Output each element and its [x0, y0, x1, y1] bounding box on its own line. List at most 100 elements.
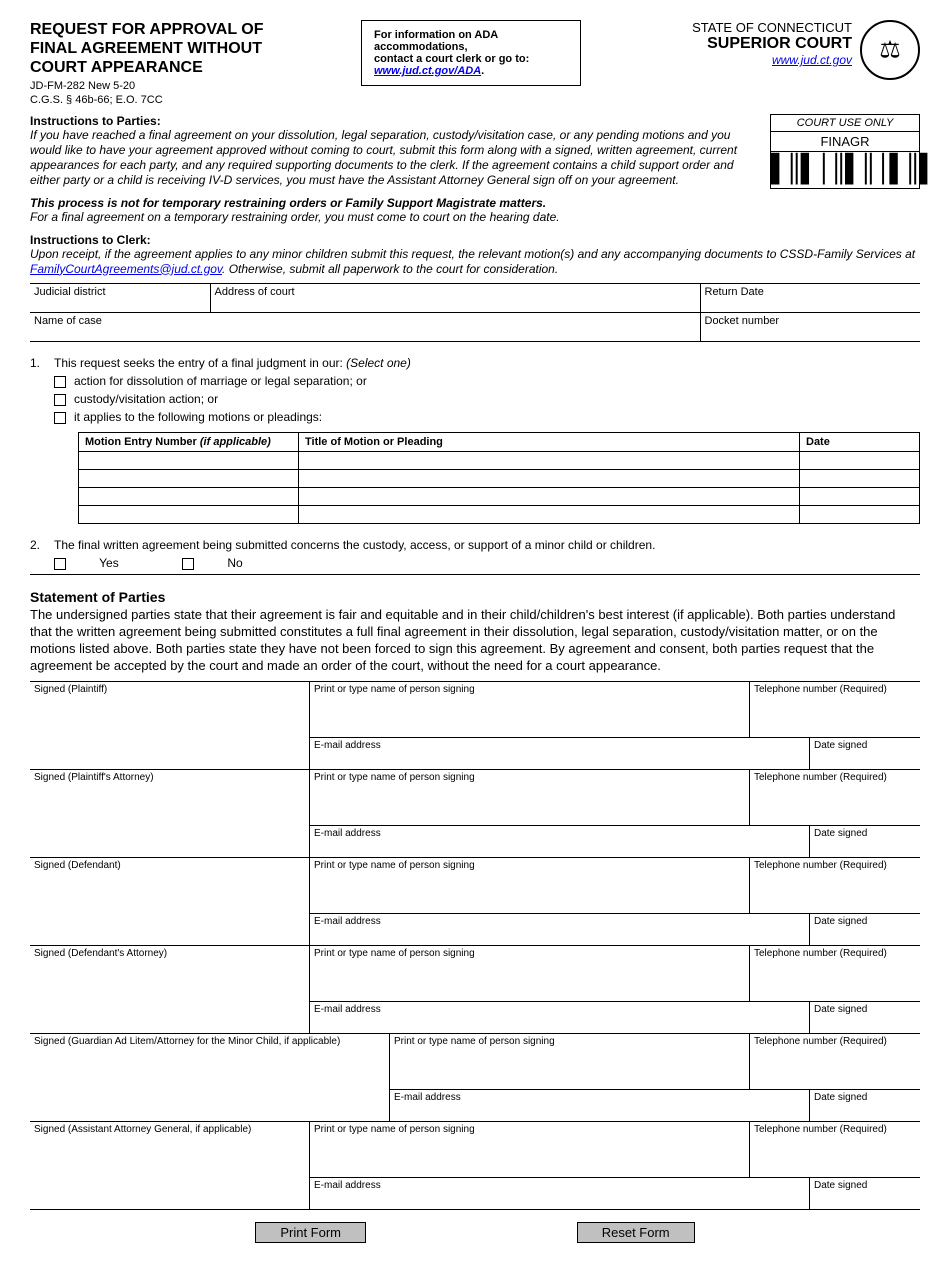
sig-block-gal: Signed (Guardian Ad Litem/Attorney for t… — [30, 1034, 920, 1122]
court-use-header: COURT USE ONLY — [771, 115, 919, 132]
opt-dissolution: action for dissolution of marriage or le… — [74, 374, 367, 388]
field-return-date[interactable]: Return Date — [700, 283, 920, 312]
field-email[interactable]: E-mail address — [310, 1177, 810, 1209]
motion-hdr-entry: Motion Entry Number — [85, 436, 200, 448]
field-date-signed[interactable]: Date signed — [810, 1089, 920, 1121]
court-use-code: FINAGR — [771, 132, 919, 152]
court-seal-icon — [860, 20, 920, 80]
field-date-signed[interactable]: Date signed — [810, 1177, 920, 1209]
motion-cell[interactable] — [800, 451, 920, 469]
field-email[interactable]: E-mail address — [310, 913, 810, 945]
motion-cell[interactable] — [79, 487, 299, 505]
motion-cell[interactable] — [299, 505, 800, 523]
field-signed-defendant[interactable]: Signed (Defendant) — [30, 858, 310, 913]
case-info-table: Judicial district Address of court Retur… — [30, 283, 920, 342]
header: REQUEST FOR APPROVAL OF FINAL AGREEMENT … — [30, 20, 920, 106]
ada-notice: For information on ADA accommodations, c… — [361, 20, 581, 86]
motion-cell[interactable] — [79, 505, 299, 523]
field-print-name[interactable]: Print or type name of person signing — [310, 1122, 750, 1177]
field-email[interactable]: E-mail address — [390, 1089, 810, 1121]
label-yes: Yes — [99, 556, 119, 570]
q2-number: 2. — [30, 538, 54, 552]
field-judicial-district[interactable]: Judicial district — [30, 283, 210, 312]
field-telephone[interactable]: Telephone number (Required) — [750, 1034, 920, 1089]
motion-cell[interactable] — [79, 469, 299, 487]
field-telephone[interactable]: Telephone number (Required) — [750, 770, 920, 825]
court-name: SUPERIOR COURT — [612, 35, 852, 53]
field-telephone[interactable]: Telephone number (Required) — [750, 682, 920, 737]
court-url[interactable]: www.jud.ct.gov — [772, 53, 852, 67]
motion-cell[interactable] — [299, 469, 800, 487]
motion-cell[interactable] — [800, 487, 920, 505]
statute-ref: C.G.S. § 46b-66; E.O. 7CC — [30, 94, 330, 106]
statement-title: Statement of Parties — [30, 589, 920, 605]
field-date-signed[interactable]: Date signed — [810, 1001, 920, 1033]
field-print-name[interactable]: Print or type name of person signing — [310, 770, 750, 825]
instr-clerk-body2: . Otherwise, submit all paperwork to the… — [222, 262, 558, 276]
sig-block-defendant: Signed (Defendant) Print or type name of… — [30, 858, 920, 946]
motion-hdr-entry-note: (if applicable) — [200, 436, 271, 448]
motion-cell[interactable] — [79, 451, 299, 469]
ada-line1: For information on ADA — [374, 29, 498, 41]
field-print-name[interactable]: Print or type name of person signing — [310, 946, 750, 1001]
field-email[interactable]: E-mail address — [310, 737, 810, 769]
checkbox-custody[interactable] — [54, 394, 66, 406]
field-telephone[interactable]: Telephone number (Required) — [750, 858, 920, 913]
sig-block-defendant-atty: Signed (Defendant's Attorney) Print or t… — [30, 946, 920, 1034]
q1-lead: This request seeks the entry of a final … — [54, 356, 346, 370]
q1-number: 1. — [30, 356, 54, 370]
field-email[interactable]: E-mail address — [310, 825, 810, 857]
checkbox-motions[interactable] — [54, 412, 66, 424]
field-signed-plaintiff[interactable]: Signed (Plaintiff) — [30, 682, 310, 737]
question-2: 2. The final written agreement being sub… — [30, 538, 920, 552]
motion-cell[interactable] — [800, 505, 920, 523]
ada-link[interactable]: www.jud.ct.gov/ADA — [374, 65, 481, 77]
field-signed-defendant-atty[interactable]: Signed (Defendant's Attorney) — [30, 946, 310, 1001]
motion-table: Motion Entry Number (if applicable) Titl… — [78, 432, 920, 524]
q1-select-one: (Select one) — [346, 356, 411, 370]
field-date-signed[interactable]: Date signed — [810, 737, 920, 769]
motion-hdr-title: Title of Motion or Pleading — [299, 432, 800, 451]
print-form-button[interactable]: Print Form — [255, 1222, 366, 1243]
q2-text: The final written agreement being submit… — [54, 538, 920, 552]
court-header: STATE OF CONNECTICUT SUPERIOR COURT www.… — [612, 20, 852, 67]
field-telephone[interactable]: Telephone number (Required) — [750, 1122, 920, 1177]
sig-block-plaintiff: Signed (Plaintiff) Print or type name of… — [30, 682, 920, 770]
reset-form-button[interactable]: Reset Form — [577, 1222, 695, 1243]
statement-body: The undersigned parties state that their… — [30, 607, 920, 682]
field-signed-gal[interactable]: Signed (Guardian Ad Litem/Attorney for t… — [30, 1034, 390, 1089]
checkbox-no[interactable] — [182, 558, 194, 570]
form-title-block: REQUEST FOR APPROVAL OF FINAL AGREEMENT … — [30, 20, 330, 106]
state-name: STATE OF CONNECTICUT — [612, 20, 852, 35]
field-print-name[interactable]: Print or type name of person signing — [310, 858, 750, 913]
label-no: No — [227, 556, 242, 570]
question-1: 1. This request seeks the entry of a fin… — [30, 356, 920, 370]
field-email[interactable]: E-mail address — [310, 1001, 810, 1033]
ada-line2: accommodations, — [374, 41, 468, 53]
field-telephone[interactable]: Telephone number (Required) — [750, 946, 920, 1001]
title-line1: REQUEST FOR APPROVAL OF — [30, 21, 264, 38]
checkbox-dissolution[interactable] — [54, 376, 66, 388]
title-line3: COURT APPEARANCE — [30, 59, 203, 76]
motion-cell[interactable] — [299, 487, 800, 505]
field-print-name[interactable]: Print or type name of person signing — [310, 682, 750, 737]
clerk-email-link[interactable]: FamilyCourtAgreements@jud.ct.gov — [30, 262, 222, 276]
barcode-icon: ▌║▌│║▌║│▌║▌ — [771, 152, 919, 188]
button-row: Print Form Reset Form — [30, 1222, 920, 1243]
motion-hdr-date: Date — [800, 432, 920, 451]
checkbox-yes[interactable] — [54, 558, 66, 570]
field-docket-number[interactable]: Docket number — [700, 312, 920, 341]
field-signed-plaintiff-atty[interactable]: Signed (Plaintiff's Attorney) — [30, 770, 310, 825]
field-date-signed[interactable]: Date signed — [810, 913, 920, 945]
field-address-of-court[interactable]: Address of court — [210, 283, 700, 312]
no-temp-section: This process is not for temporary restra… — [30, 196, 920, 225]
instr-clerk-body1: Upon receipt, if the agreement applies t… — [30, 247, 915, 261]
field-signed-aag[interactable]: Signed (Assistant Attorney General, if a… — [30, 1122, 310, 1177]
no-temp-text: This process is not for temporary restra… — [30, 196, 920, 210]
field-print-name[interactable]: Print or type name of person signing — [390, 1034, 750, 1089]
motion-cell[interactable] — [299, 451, 800, 469]
title-line2: FINAL AGREEMENT WITHOUT — [30, 40, 262, 57]
field-name-of-case[interactable]: Name of case — [30, 312, 700, 341]
field-date-signed[interactable]: Date signed — [810, 825, 920, 857]
motion-cell[interactable] — [800, 469, 920, 487]
